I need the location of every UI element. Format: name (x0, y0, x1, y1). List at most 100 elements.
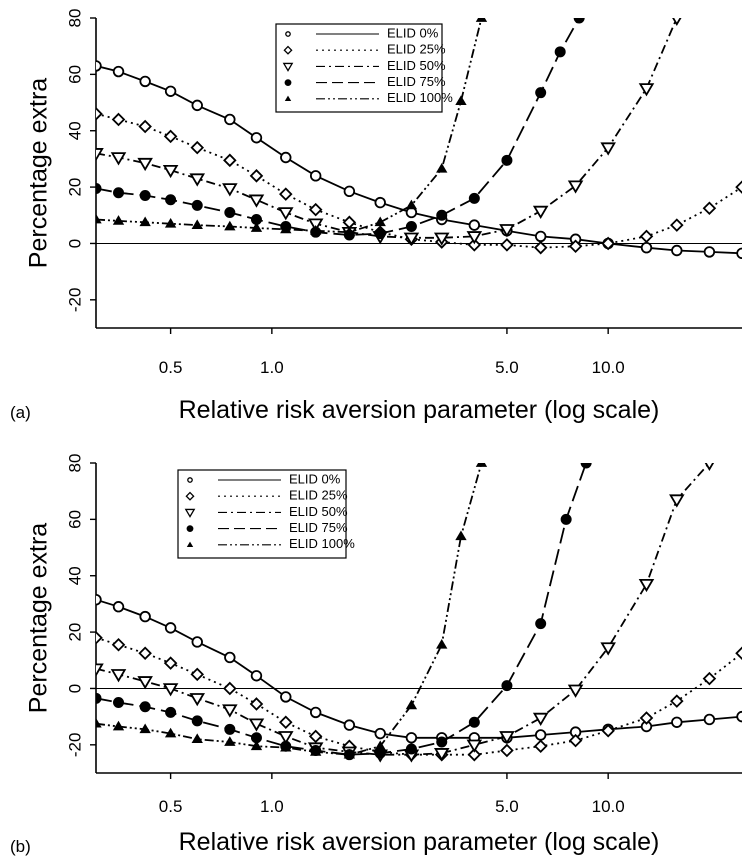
data-point (310, 224, 322, 235)
series-elid-100- (96, 463, 488, 759)
data-point (113, 697, 125, 709)
data-point (309, 170, 322, 182)
legend-item: ELID 25% (185, 488, 348, 503)
data-point (436, 638, 448, 649)
data-point (309, 706, 322, 719)
data-point (374, 216, 386, 227)
series-elid-100- (96, 18, 488, 237)
data-point (310, 746, 322, 756)
legend-marker (282, 62, 294, 72)
data-point (640, 241, 653, 254)
data-point (279, 187, 293, 201)
data-point (343, 226, 356, 237)
x-tick-label: 1.0 (260, 797, 284, 816)
data-point (164, 727, 177, 738)
data-point (248, 194, 265, 208)
data-point (639, 711, 654, 725)
data-point (499, 731, 515, 745)
data-point (224, 113, 236, 126)
data-point (405, 732, 418, 744)
data-point (672, 18, 682, 26)
data-point (343, 748, 356, 759)
data-point (224, 736, 236, 746)
data-point (138, 646, 152, 661)
data-point (138, 119, 152, 134)
legend-item: ELID 50% (184, 504, 348, 519)
data-point (139, 701, 151, 713)
x-tick-label: 10.0 (592, 797, 625, 816)
data-point (467, 747, 482, 762)
data-point (96, 107, 103, 121)
data-point (96, 148, 104, 162)
legend-label: ELID 100% (289, 536, 355, 551)
y-tick-label: 20 (65, 178, 84, 197)
data-point (374, 740, 386, 751)
data-point (475, 18, 488, 22)
panel-a: -20 0 20 40 60 80 0.5 1.0 5.0 10.0 Relative risk a… (10, 9, 742, 424)
data-point (224, 206, 236, 218)
data-point (280, 741, 292, 752)
data-point (112, 601, 125, 613)
data-point (554, 46, 566, 58)
y-tick-label: -20 (65, 733, 84, 758)
legend-item: ELID 0% (187, 471, 341, 486)
data-point (534, 230, 547, 243)
data-point (112, 720, 125, 731)
legend-box (177, 469, 347, 559)
data-point (501, 154, 513, 166)
panel-b: -20 0 20 40 60 80 0.5 1.0 5.0 10.0 Relative risk a… (10, 454, 742, 856)
data-point (580, 463, 592, 469)
series-elid-0- (96, 60, 742, 260)
legend-label: ELID 50% (289, 504, 348, 519)
data-point (224, 651, 236, 664)
legend-label: ELID 0% (289, 471, 341, 486)
data-point (96, 717, 102, 728)
data-point (139, 75, 151, 88)
data-point (164, 622, 177, 634)
data-point (165, 194, 177, 206)
data-point (250, 132, 263, 144)
data-point (500, 743, 514, 758)
data-point (403, 232, 420, 246)
data-point (535, 618, 547, 630)
data-point (532, 712, 549, 727)
legend-box (275, 23, 443, 113)
data-point (223, 681, 237, 696)
x-tick-label: 10.0 (592, 358, 625, 377)
plot-area (96, 463, 742, 763)
data-point (137, 676, 153, 690)
legend-item: ELID 100% (284, 90, 453, 105)
legend-label: ELID 100% (387, 90, 453, 105)
data-point (191, 733, 203, 744)
data-point (111, 637, 126, 652)
data-point (307, 218, 324, 232)
data-point (671, 244, 683, 257)
data-point (567, 180, 584, 194)
legend-marker (283, 45, 293, 55)
legend-item: ELID 25% (283, 42, 446, 57)
data-point (568, 239, 583, 254)
panel-label: (b) (10, 837, 31, 856)
y-tick-label: 0 (65, 239, 84, 248)
data-point (405, 699, 418, 710)
data-point (455, 95, 467, 105)
legend-label: ELID 50% (387, 58, 446, 73)
legend-label: ELID 75% (289, 520, 348, 535)
data-point (573, 18, 585, 24)
data-point (374, 228, 386, 240)
data-point (110, 669, 127, 683)
data-point (308, 202, 323, 217)
data-point (436, 162, 448, 173)
data-point (670, 218, 684, 232)
data-point (638, 83, 655, 97)
x-axis-title: Relative risk aversion parameter (log sc… (179, 828, 660, 856)
data-point (601, 236, 615, 251)
data-point (222, 183, 238, 197)
data-point (735, 646, 742, 661)
data-point (96, 60, 102, 72)
data-point (250, 222, 263, 232)
data-point (433, 748, 450, 762)
data-point (466, 739, 483, 753)
data-point (374, 727, 386, 740)
